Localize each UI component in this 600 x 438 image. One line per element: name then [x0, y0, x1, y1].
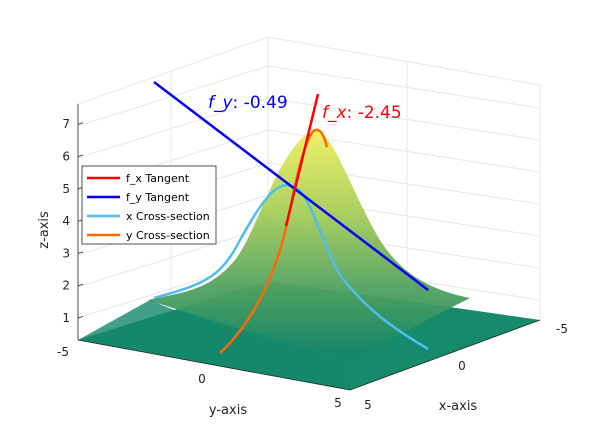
axes-box: [77, 104, 541, 391]
y-tick-label: 5: [334, 396, 342, 410]
z-tick-label: 6: [62, 150, 70, 164]
fx-annotation: f_x: -2.45: [322, 103, 402, 123]
fy-annotation: f_y: -0.49: [208, 93, 288, 113]
x-axis-label: x-axis: [439, 399, 478, 414]
surface-front-shade: [78, 300, 350, 390]
z-ticks: 1 2 3 4 5 6 7: [62, 117, 84, 325]
z-tick-label: 2: [62, 279, 70, 293]
z-tick-mark: [77, 122, 84, 125]
legend-label: x Cross-section: [126, 210, 210, 223]
z-axis-label: z-axis: [37, 211, 52, 249]
z-tick-label: 5: [62, 182, 70, 196]
surface-peak: [148, 129, 470, 360]
z-tick-label: 4: [62, 214, 70, 228]
x-tick-label: -5: [556, 322, 568, 336]
z-tick-label: 3: [62, 246, 70, 260]
legend-label: f_x Tangent: [126, 172, 190, 185]
y-ticks: -5 0 5: [57, 345, 342, 410]
fx-tangent-line: [284, 93, 320, 227]
z-tick-mark: [77, 283, 84, 287]
z-tick-mark: [77, 251, 84, 254]
z-tick-label: 1: [62, 311, 70, 325]
x-tick-label: 0: [458, 359, 466, 373]
x-ticks: -5 0 5: [364, 322, 568, 412]
legend: f_x Tangent f_y Tangent x Cross-section y C…: [81, 165, 217, 245]
x-tick-label: 5: [364, 398, 372, 412]
y-tick-label: -5: [57, 345, 69, 359]
legend-label: f_y Tangent: [126, 191, 190, 204]
z-tick-mark: [77, 316, 84, 319]
z-tick-mark: [77, 154, 84, 157]
y-tick-label: 0: [198, 372, 206, 386]
legend-label: y Cross-section: [126, 229, 210, 242]
y-axis-label: y-axis: [209, 403, 247, 418]
fy-tangent-line: [153, 81, 429, 291]
z-tick-label: 7: [62, 117, 70, 131]
